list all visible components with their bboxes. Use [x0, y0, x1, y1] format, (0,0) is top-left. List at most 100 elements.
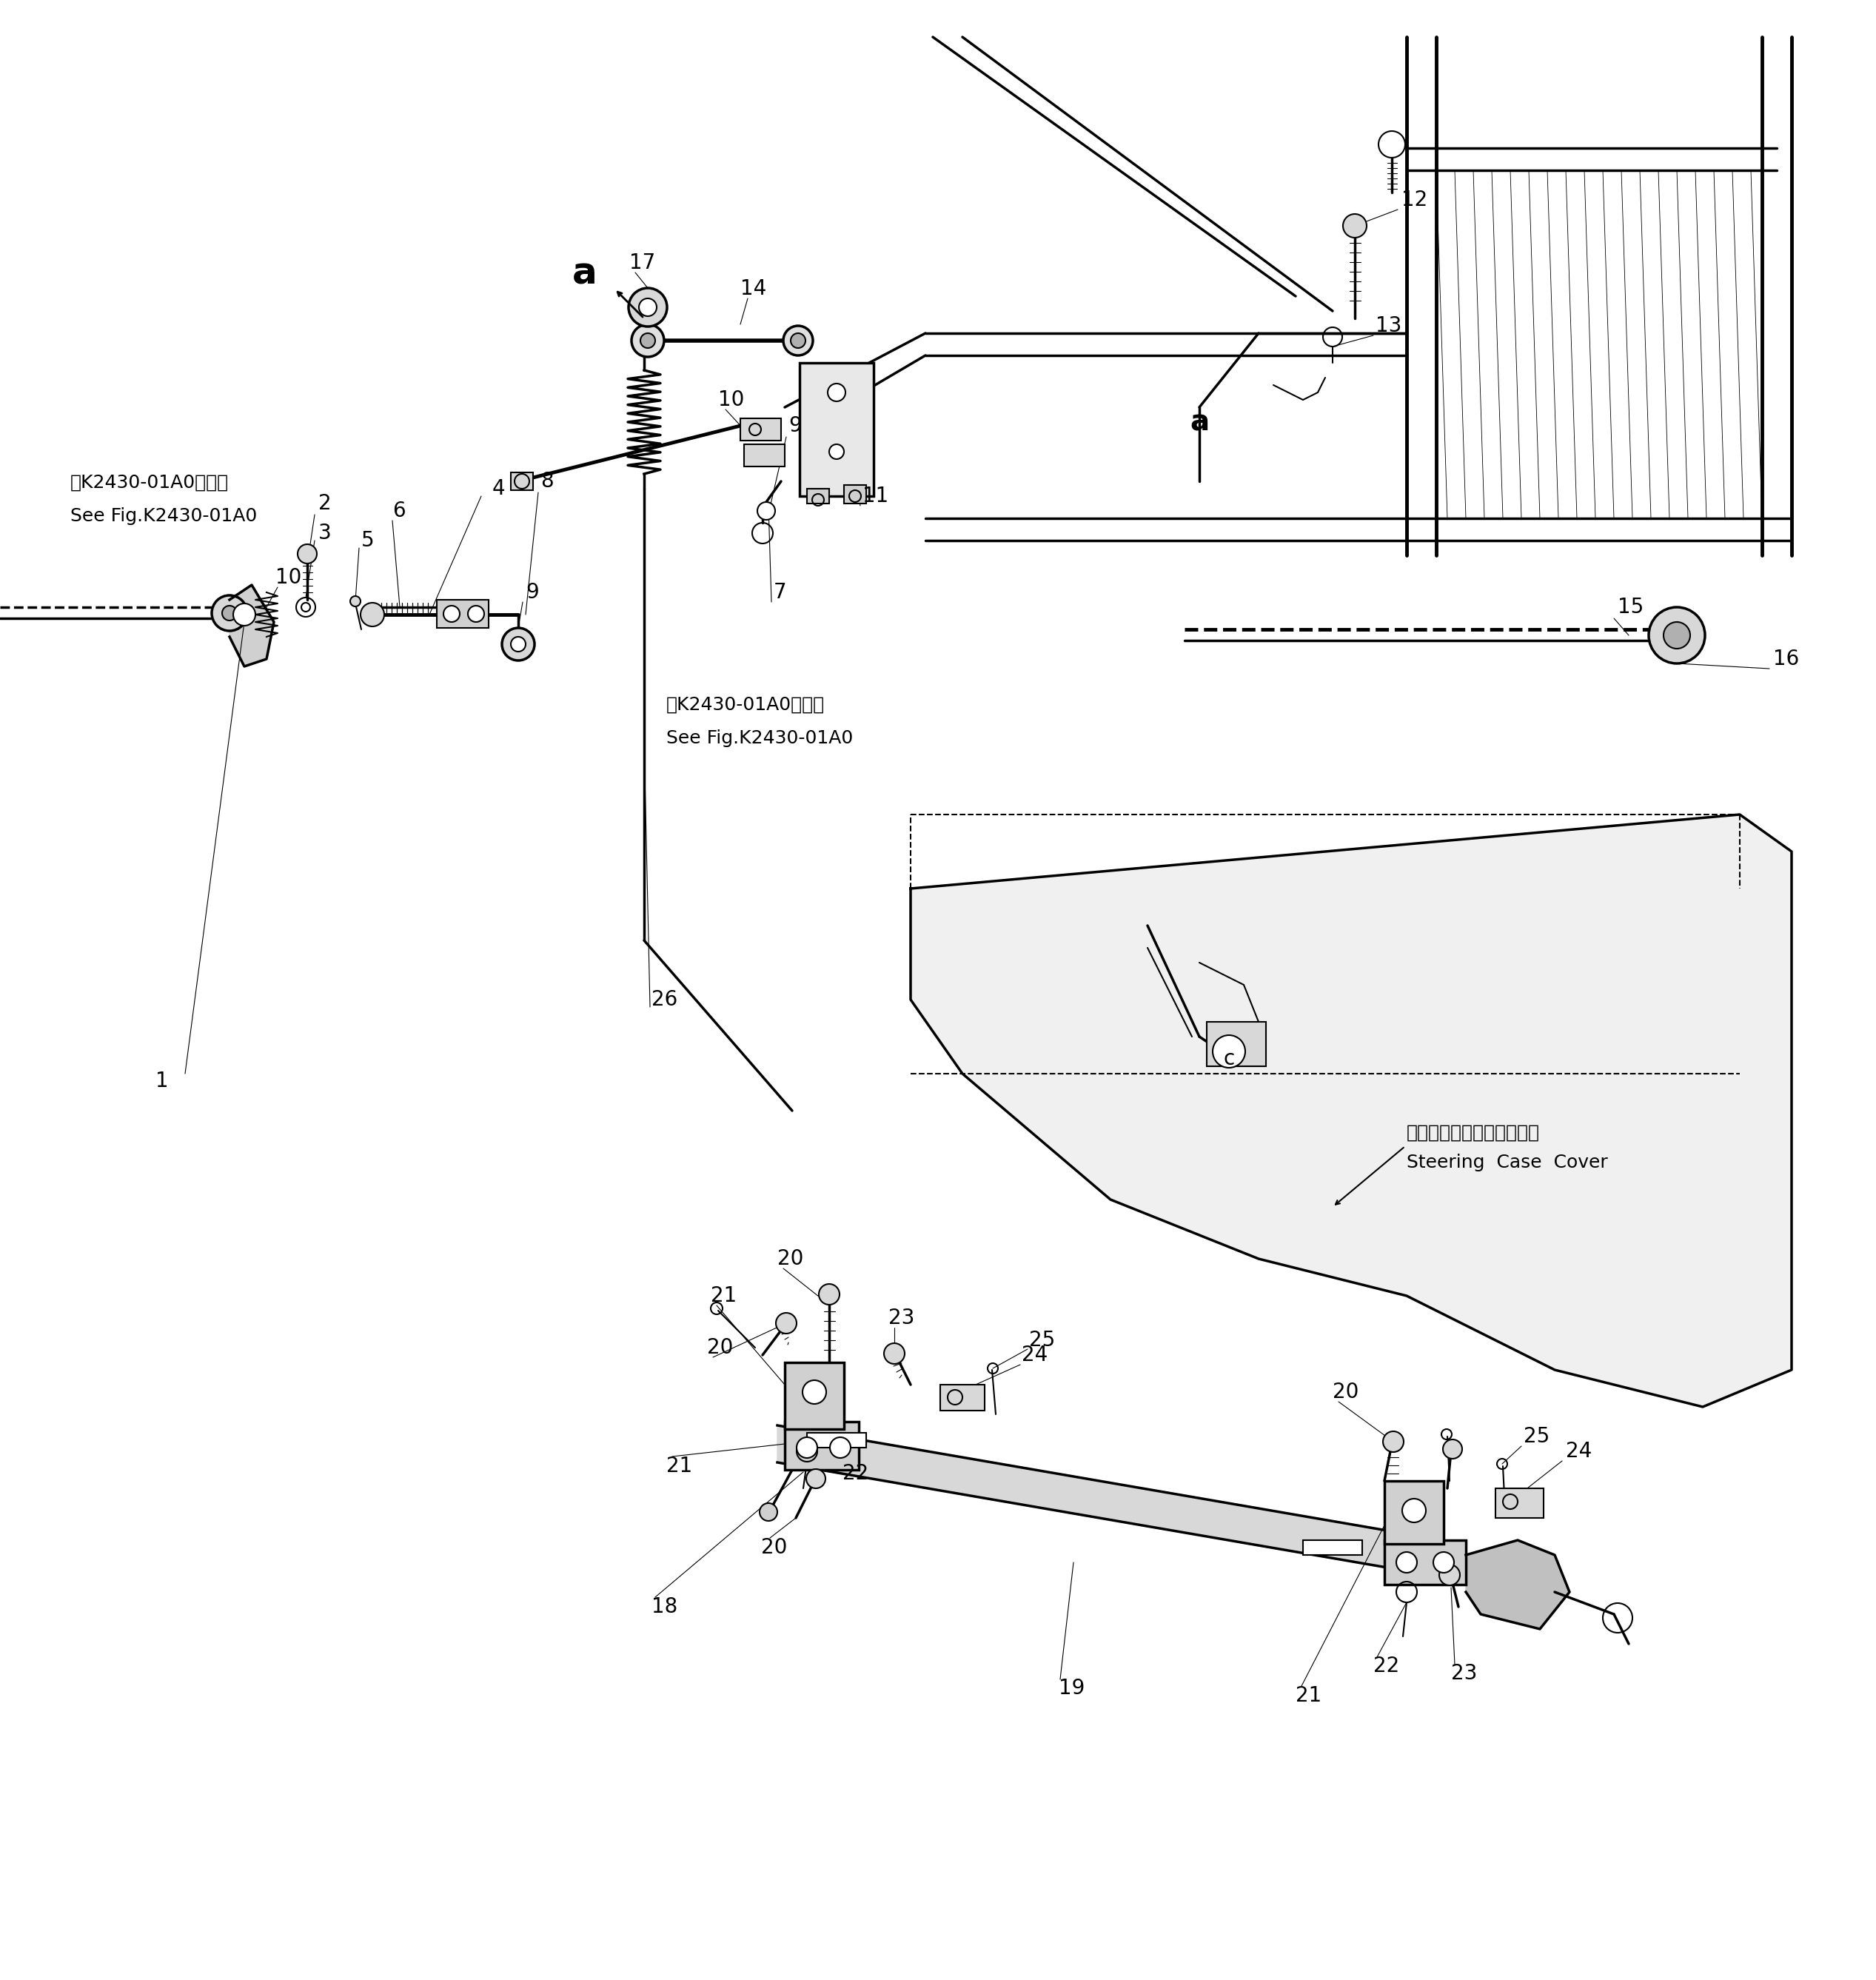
Bar: [1384, 1481, 1445, 1544]
Text: 25: 25: [1030, 1331, 1054, 1350]
Text: 20: 20: [707, 1336, 734, 1358]
Circle shape: [1664, 622, 1690, 649]
Circle shape: [467, 606, 484, 622]
Circle shape: [758, 503, 775, 521]
Text: a: a: [572, 255, 597, 291]
Bar: [940, 1384, 985, 1410]
Text: 11: 11: [863, 485, 889, 507]
Text: 21: 21: [1296, 1685, 1323, 1707]
Circle shape: [1212, 1036, 1246, 1067]
Bar: [1304, 1540, 1362, 1554]
Bar: [799, 362, 874, 497]
Bar: [807, 489, 829, 503]
Circle shape: [760, 1503, 777, 1521]
Circle shape: [510, 638, 525, 651]
Bar: [437, 600, 488, 628]
Circle shape: [790, 333, 805, 348]
Text: 20: 20: [1332, 1382, 1358, 1402]
Circle shape: [351, 596, 360, 606]
Text: 17: 17: [628, 253, 655, 273]
Text: 20: 20: [762, 1536, 788, 1558]
Bar: [807, 1434, 867, 1447]
Text: 24: 24: [1566, 1441, 1593, 1461]
Text: 12: 12: [1401, 190, 1428, 210]
Text: 7: 7: [773, 582, 786, 602]
Text: 24: 24: [1022, 1344, 1049, 1366]
Circle shape: [628, 287, 668, 327]
Text: 16: 16: [1773, 649, 1799, 669]
Circle shape: [1649, 608, 1705, 663]
Text: 26: 26: [651, 990, 677, 1010]
Bar: [510, 473, 533, 491]
Circle shape: [807, 1469, 825, 1489]
Circle shape: [298, 544, 317, 564]
Circle shape: [1396, 1552, 1416, 1572]
Circle shape: [777, 1313, 797, 1335]
Text: 1: 1: [156, 1071, 169, 1091]
Polygon shape: [229, 584, 274, 667]
Text: 13: 13: [1375, 315, 1401, 337]
Circle shape: [443, 606, 460, 622]
Text: 第K2430-01A0図参照: 第K2430-01A0図参照: [69, 473, 229, 491]
Polygon shape: [910, 814, 1792, 1408]
Circle shape: [829, 444, 844, 459]
Circle shape: [632, 325, 664, 356]
Text: 10: 10: [276, 566, 302, 588]
Text: 4: 4: [492, 479, 505, 499]
Circle shape: [1443, 1439, 1461, 1459]
Text: 14: 14: [741, 279, 767, 299]
Text: a: a: [1189, 408, 1208, 436]
Polygon shape: [777, 1426, 1422, 1574]
Bar: [844, 485, 867, 503]
Text: 18: 18: [651, 1596, 677, 1618]
Text: 25: 25: [1523, 1426, 1550, 1447]
Circle shape: [212, 596, 248, 632]
Bar: [741, 418, 780, 442]
Text: 2: 2: [319, 493, 332, 515]
Text: See Fig.K2430-01A0: See Fig.K2430-01A0: [666, 729, 854, 746]
Circle shape: [640, 333, 655, 348]
Circle shape: [1401, 1499, 1426, 1523]
Circle shape: [640, 299, 657, 317]
Text: 9: 9: [788, 416, 801, 436]
Text: 19: 19: [1058, 1677, 1084, 1699]
Text: c: c: [1223, 1049, 1234, 1069]
Text: 22: 22: [1373, 1655, 1399, 1677]
Text: 21: 21: [666, 1455, 692, 1477]
Polygon shape: [1465, 1540, 1570, 1630]
Circle shape: [221, 606, 236, 620]
Text: 5: 5: [362, 531, 375, 550]
Circle shape: [803, 1380, 825, 1404]
Text: Steering  Case  Cover: Steering Case Cover: [1407, 1154, 1608, 1172]
Text: 8: 8: [540, 471, 553, 491]
Circle shape: [829, 1437, 850, 1457]
Circle shape: [1439, 1564, 1460, 1586]
Text: 23: 23: [889, 1307, 915, 1329]
Text: 10: 10: [719, 390, 745, 410]
Text: ステアリングケースカバー: ステアリングケースカバー: [1407, 1125, 1540, 1142]
Bar: [1206, 1022, 1266, 1067]
Circle shape: [360, 602, 385, 626]
Bar: [784, 1362, 844, 1430]
Text: 20: 20: [777, 1249, 803, 1269]
Circle shape: [1343, 214, 1366, 238]
Bar: [745, 444, 784, 467]
Text: 9: 9: [525, 582, 538, 602]
Circle shape: [784, 327, 812, 356]
Circle shape: [797, 1437, 818, 1457]
Text: 23: 23: [1450, 1663, 1476, 1683]
Text: 15: 15: [1617, 596, 1643, 618]
Bar: [1495, 1489, 1544, 1519]
Text: 3: 3: [319, 523, 332, 543]
Bar: [1384, 1540, 1465, 1584]
Text: 22: 22: [842, 1463, 869, 1483]
Circle shape: [884, 1342, 904, 1364]
Circle shape: [827, 384, 846, 402]
Circle shape: [1383, 1432, 1403, 1451]
Circle shape: [1433, 1552, 1454, 1572]
Circle shape: [818, 1283, 840, 1305]
Text: 6: 6: [392, 501, 405, 521]
Circle shape: [233, 604, 255, 626]
Text: See Fig.K2430-01A0: See Fig.K2430-01A0: [69, 507, 257, 525]
Circle shape: [503, 628, 535, 661]
